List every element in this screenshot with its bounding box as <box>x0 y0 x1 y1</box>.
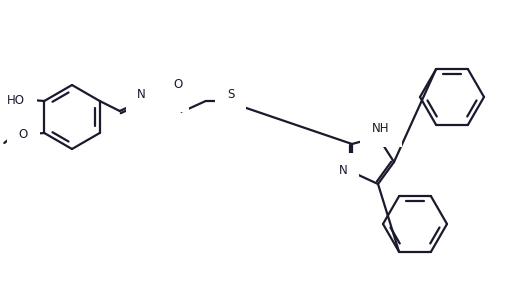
Text: N: N <box>138 88 146 100</box>
Text: N: N <box>338 164 347 178</box>
Text: NH: NH <box>372 123 390 135</box>
Text: NH: NH <box>160 88 177 100</box>
Text: O: O <box>173 79 183 91</box>
Text: S: S <box>227 88 234 102</box>
Text: HO: HO <box>7 93 25 107</box>
Text: O: O <box>19 128 28 140</box>
